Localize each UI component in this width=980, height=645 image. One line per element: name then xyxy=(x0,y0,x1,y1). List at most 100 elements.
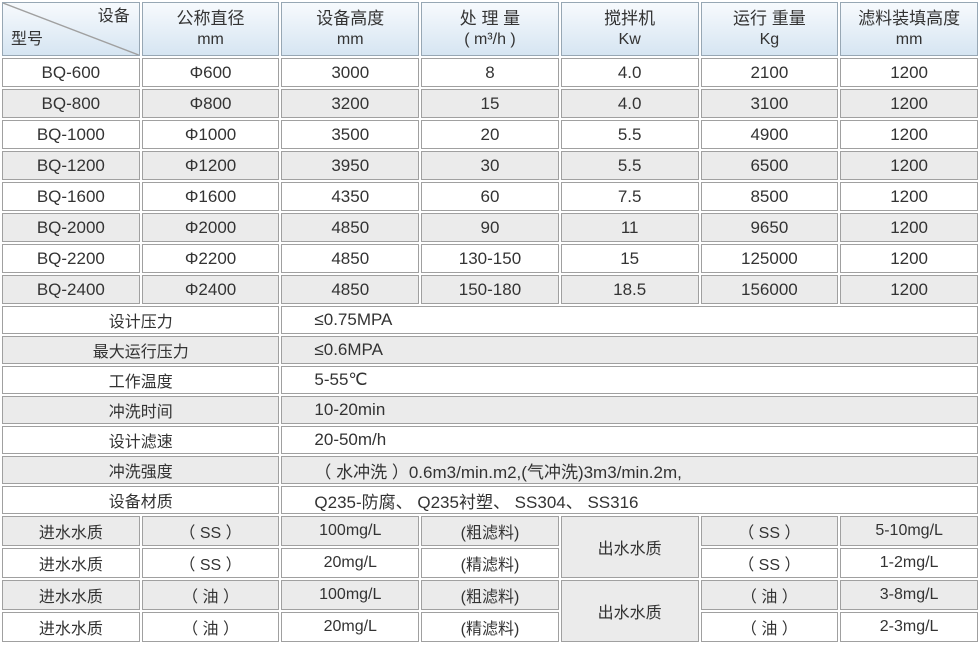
capacity-cell: 150-180 xyxy=(421,275,559,304)
spec-value-cell: 5-55℃ xyxy=(281,366,978,394)
spec-label-cell: 冲洗时间 xyxy=(2,396,280,424)
weight-cell: 125000 xyxy=(700,244,839,273)
model-cell: BQ-1200 xyxy=(2,151,140,180)
inlet-value-cell: 100mg/L xyxy=(281,516,420,546)
capacity-cell: 60 xyxy=(421,182,559,211)
col-unit: Kw xyxy=(618,30,641,48)
model-cell: BQ-2400 xyxy=(2,275,140,304)
media-height-cell: 1200 xyxy=(840,151,978,180)
table-row: BQ-2200 Φ2200 4850 130-150 15 125000 120… xyxy=(2,244,978,273)
table-row: BQ-1200 Φ1200 3950 30 5.5 6500 1200 xyxy=(2,151,978,180)
spec-row: 冲洗时间 10-20min xyxy=(2,396,978,424)
col-header-media-height: 滤料装填高度 mm xyxy=(840,2,978,56)
model-cell: BQ-2200 xyxy=(2,244,140,273)
spec-label-cell: 设计滤速 xyxy=(2,426,280,454)
spec-label-cell: 设计压力 xyxy=(2,306,280,334)
inlet-param-cell: （ 油 ） xyxy=(141,580,280,610)
inlet-param-cell: （ SS ） xyxy=(141,548,280,578)
col-title: 搅拌机 xyxy=(604,9,656,29)
media-height-cell: 1200 xyxy=(840,182,978,211)
col-header-weight: 运行 重量 Kg xyxy=(700,2,839,56)
weight-cell: 2100 xyxy=(700,58,839,87)
spec-row: 最大运行压力 ≤0.6MPA xyxy=(2,336,978,364)
diameter-cell: Φ2000 xyxy=(141,213,280,242)
header-row: 设备 型号 公称直径 mm 设备高度 mm 处 理 量 ( m³/h ) 搅拌机… xyxy=(2,2,978,56)
mixer-cell: 11 xyxy=(560,213,699,242)
outlet-value-cell: 3-8mg/L xyxy=(840,580,978,610)
spec-row: 冲洗强度 （ 水冲洗 ）0.6m3/min.m2,(气冲洗)3m3/min.2m… xyxy=(2,456,978,484)
diameter-cell: Φ1600 xyxy=(141,182,280,211)
weight-cell: 6500 xyxy=(700,151,839,180)
capacity-cell: 15 xyxy=(421,89,559,118)
spec-label-cell: 冲洗强度 xyxy=(2,456,280,484)
height-cell: 4850 xyxy=(281,244,420,273)
capacity-cell: 90 xyxy=(421,213,559,242)
media-height-cell: 1200 xyxy=(840,213,978,242)
col-unit: ( m³/h ) xyxy=(464,30,516,48)
inlet-value-cell: 100mg/L xyxy=(281,580,420,610)
col-unit: mm xyxy=(197,30,224,48)
model-cell: BQ-800 xyxy=(2,89,140,118)
height-cell: 3200 xyxy=(281,89,420,118)
outlet-param-cell: （ SS ） xyxy=(700,516,839,546)
spec-value-cell: 10-20min xyxy=(281,396,978,424)
diameter-cell: Φ2400 xyxy=(141,275,280,304)
capacity-cell: 20 xyxy=(421,120,559,149)
spec-label-cell: 最大运行压力 xyxy=(2,336,280,364)
outlet-label-cell: 出水水质 xyxy=(560,580,699,642)
mixer-cell: 5.5 xyxy=(560,120,699,149)
height-cell: 4850 xyxy=(281,275,420,304)
spec-value-cell: （ 水冲洗 ）0.6m3/min.m2,(气冲洗)3m3/min.2m, xyxy=(281,456,978,484)
weight-cell: 3100 xyxy=(700,89,839,118)
weight-cell: 156000 xyxy=(700,275,839,304)
outlet-param-cell: （ 油 ） xyxy=(700,580,839,610)
corner-label-device: 设备 xyxy=(97,8,130,25)
height-cell: 3950 xyxy=(281,151,420,180)
col-header-capacity: 处 理 量 ( m³/h ) xyxy=(421,2,559,56)
media-type-cell: (粗滤料) xyxy=(421,516,559,546)
inlet-label-cell: 进水水质 xyxy=(2,548,140,578)
weight-cell: 4900 xyxy=(700,120,839,149)
media-type-cell: (精滤料) xyxy=(421,612,559,642)
col-header-diameter: 公称直径 mm xyxy=(141,2,280,56)
diagonal-divider xyxy=(3,3,139,55)
height-cell: 3000 xyxy=(281,58,420,87)
col-unit: mm xyxy=(336,30,364,48)
table-row: BQ-2400 Φ2400 4850 150-180 18.5 156000 1… xyxy=(2,275,978,304)
inlet-label-cell: 进水水质 xyxy=(2,516,140,546)
height-cell: 4850 xyxy=(281,213,420,242)
water-row: 进水水质 （ 油 ） 100mg/L (粗滤料) 出水水质 （ 油 ） 3-8m… xyxy=(2,580,978,642)
media-height-cell: 1200 xyxy=(840,89,978,118)
spec-row: 设计压力 ≤0.75MPA xyxy=(2,306,978,334)
table-row: BQ-600 Φ600 3000 8 4.0 2100 1200 xyxy=(2,58,978,87)
inlet-label-cell: 进水水质 xyxy=(2,580,140,610)
corner-cell: 设备 型号 xyxy=(2,2,140,56)
col-title: 运行 重量 xyxy=(733,9,806,29)
media-height-cell: 1200 xyxy=(840,275,978,304)
mixer-cell: 15 xyxy=(560,244,699,273)
inlet-param-cell: （ SS ） xyxy=(141,516,280,546)
diameter-cell: Φ2200 xyxy=(141,244,280,273)
col-title: 设备高度 xyxy=(316,9,385,29)
spec-value-cell: Q235-防腐、 Q235衬塑、 SS304、 SS316 xyxy=(281,486,978,514)
spec-row: 设备材质 Q235-防腐、 Q235衬塑、 SS304、 SS316 xyxy=(2,486,978,514)
outlet-label-cell: 出水水质 xyxy=(560,516,699,578)
model-cell: BQ-2000 xyxy=(2,213,140,242)
spec-value-cell: ≤0.75MPA xyxy=(281,306,978,334)
model-cell: BQ-1600 xyxy=(2,182,140,211)
corner-label-model: 型号 xyxy=(11,30,44,48)
height-cell: 3500 xyxy=(281,120,420,149)
outlet-value-cell: 1-2mg/L xyxy=(840,548,978,578)
col-header-height: 设备高度 mm xyxy=(281,2,420,56)
diameter-cell: Φ1000 xyxy=(141,120,280,149)
outlet-param-cell: （ SS ） xyxy=(700,548,839,578)
table-row: BQ-1000 Φ1000 3500 20 5.5 4900 1200 xyxy=(2,120,978,149)
weight-cell: 8500 xyxy=(700,182,839,211)
diameter-cell: Φ1200 xyxy=(141,151,280,180)
col-title: 处 理 量 xyxy=(459,9,521,29)
spec-row: 工作温度 5-55℃ xyxy=(2,366,978,394)
col-header-mixer: 搅拌机 Kw xyxy=(560,2,699,56)
inlet-param-cell: （ 油 ） xyxy=(141,612,280,642)
mixer-cell: 5.5 xyxy=(560,151,699,180)
